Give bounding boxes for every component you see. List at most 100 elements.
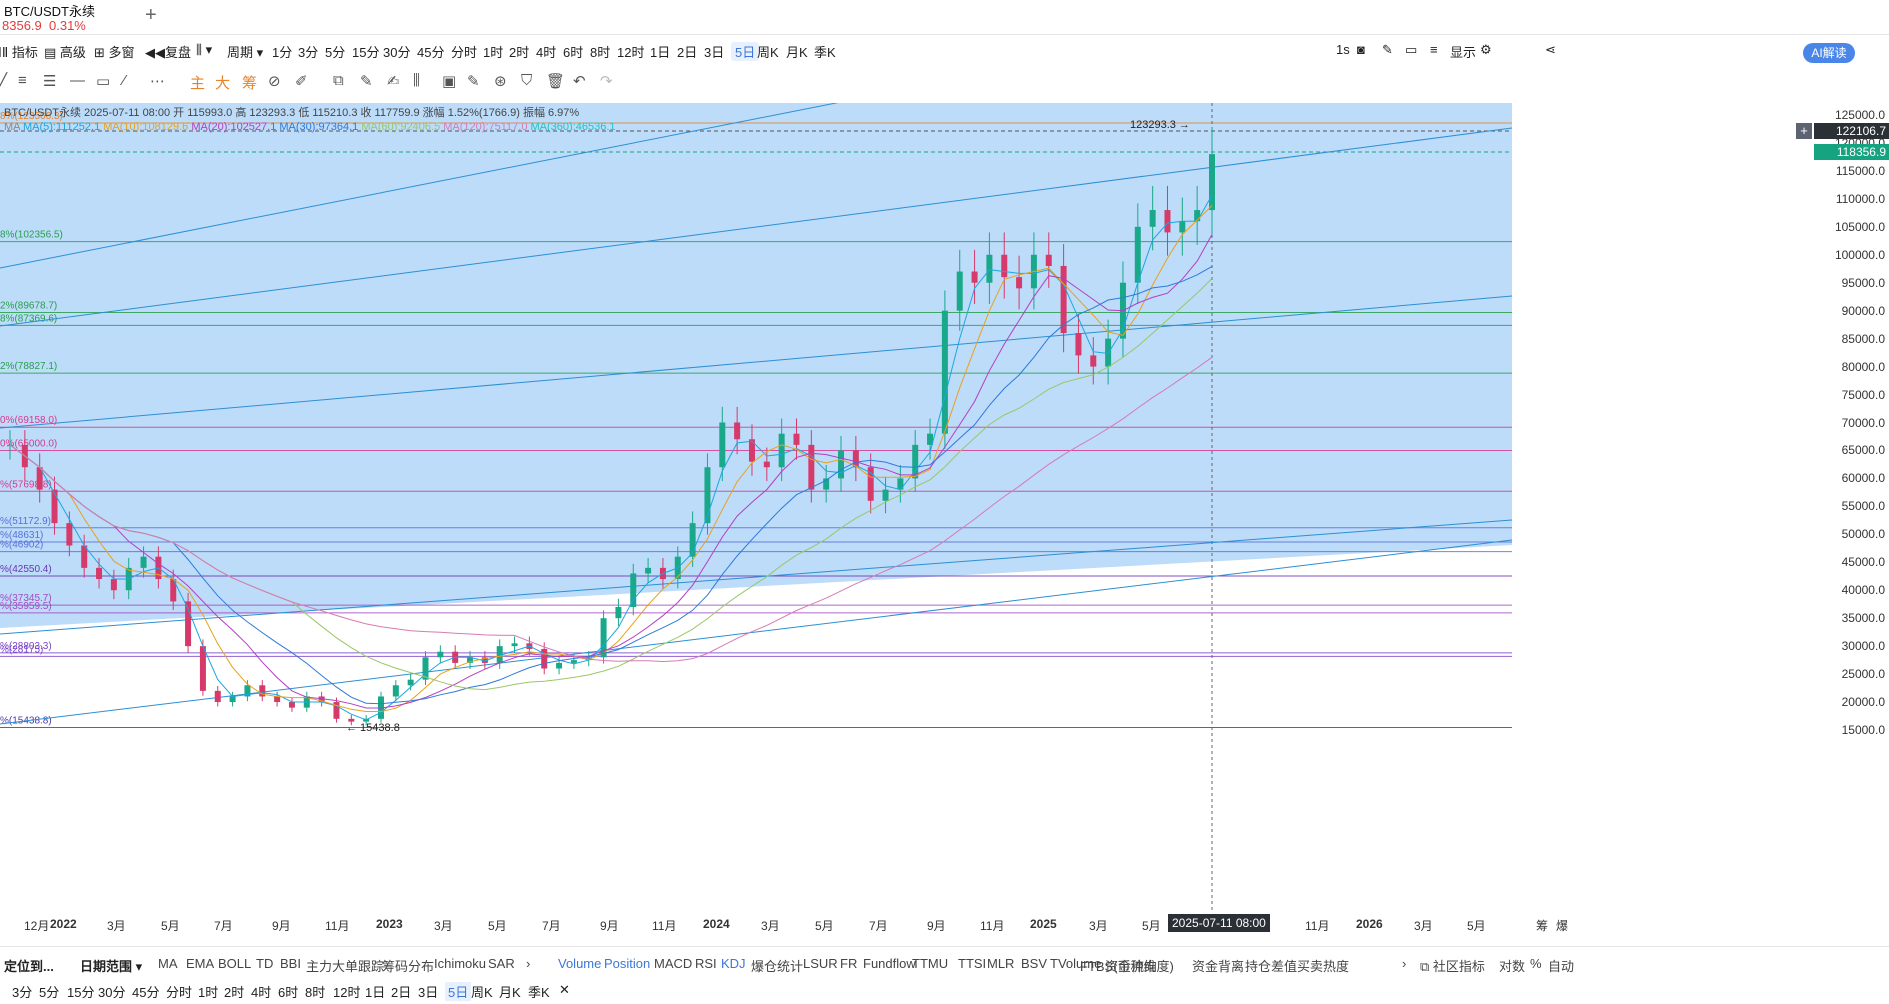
scale-percent[interactable]: % xyxy=(1530,956,1542,971)
main-indicator-主力大单跟踪[interactable]: 主力大单跟踪 xyxy=(306,959,385,974)
chart-type-button[interactable]: ⫼ ▾ xyxy=(196,42,212,58)
period-bar-12[interactable]: 1日 xyxy=(365,985,386,1000)
period-16[interactable]: 5日 xyxy=(731,42,760,61)
period-bar-17[interactable]: 月K xyxy=(499,985,521,1000)
sub-indicator-6[interactable]: LSUR xyxy=(803,956,838,971)
chart-area[interactable]: 8%(123566.3) 8%(102356.5) 2%(89678.7) 8%(87… xyxy=(0,103,1830,913)
hlines-tool-icon[interactable]: ≡ xyxy=(18,72,27,89)
main-indicator-boll[interactable]: BOLL xyxy=(218,956,252,971)
period-bar-6[interactable]: 1时 xyxy=(198,985,219,1000)
sub-indicator-4[interactable]: KDJ xyxy=(721,956,746,971)
period-19[interactable]: 季K xyxy=(814,45,836,60)
pen-icon[interactable]: ✍ xyxy=(387,73,400,90)
indicator-button[interactable]: ⅠⅡ 指标 xyxy=(0,42,38,61)
period-18[interactable]: 月K xyxy=(786,45,808,60)
settings-icon[interactable]: ⚙ xyxy=(1480,42,1492,57)
locate-button[interactable]: 定位到... xyxy=(4,959,54,974)
period-bar-10[interactable]: 8时 xyxy=(305,985,326,1000)
sub-indicator-13[interactable]: TVolume xyxy=(1050,956,1102,971)
close-icon[interactable]: ✕ xyxy=(559,982,570,997)
period-13[interactable]: 1日 xyxy=(650,45,671,60)
period-bar-1[interactable]: 5分 xyxy=(39,985,60,1000)
sub-indicator-15[interactable]: 资金流向 xyxy=(1105,959,1158,974)
sub-indicator-11[interactable]: MLR xyxy=(987,956,1015,971)
main-indicator-sar[interactable]: SAR xyxy=(488,956,515,971)
period-10[interactable]: 6时 xyxy=(563,45,584,60)
list-icon[interactable]: ≡ xyxy=(1430,42,1438,57)
sub-indicator-1[interactable]: Position xyxy=(604,956,651,971)
main-indicator-ichimoku[interactable]: Ichimoku xyxy=(434,956,487,971)
period-6[interactable]: 分时 xyxy=(451,45,478,60)
sub-indicator-10[interactable]: TTSI xyxy=(958,956,987,971)
sub-indicator-7[interactable]: FR xyxy=(840,956,858,971)
ai-interpret-button[interactable]: AI解读 xyxy=(1803,43,1855,63)
period-bar-14[interactable]: 3日 xyxy=(418,985,439,1000)
sub-indicator-9[interactable]: TTMU xyxy=(912,956,949,971)
period-bar-0[interactable]: 3分 xyxy=(12,985,33,1000)
sub-indicator-17[interactable]: 持仓差值 xyxy=(1245,959,1298,974)
main-indicator-td[interactable]: TD xyxy=(256,956,274,971)
main-toggle[interactable]: 主 xyxy=(190,75,206,92)
link-icon[interactable]: ⊛ xyxy=(494,73,507,90)
period-bar-5[interactable]: 分时 xyxy=(166,985,193,1000)
main-indicator-ma[interactable]: MA xyxy=(158,956,178,971)
sub-indicator-2[interactable]: MACD xyxy=(654,956,693,971)
display-button[interactable]: 显示 xyxy=(1450,45,1477,60)
bars-icon[interactable]: ⫼ xyxy=(413,72,420,89)
chevron-right-icon[interactable]: › xyxy=(526,956,531,971)
period-17[interactable]: 周K xyxy=(757,45,779,60)
edit-icon[interactable]: ✎ xyxy=(467,73,480,90)
date-range-button[interactable]: 日期范围 ▾ xyxy=(80,956,142,975)
scale-auto[interactable]: 自动 xyxy=(1548,959,1575,974)
interval-1s[interactable]: 1s xyxy=(1336,42,1350,57)
period-11[interactable]: 8时 xyxy=(590,45,611,60)
sub-indicator-5[interactable]: 爆仓统计 xyxy=(751,959,804,974)
filter-icon[interactable]: ⛉ xyxy=(521,72,533,89)
sub-indicator-3[interactable]: RSI xyxy=(695,956,717,971)
big-toggle[interactable]: 大 xyxy=(215,75,231,92)
sub-indicator-14[interactable]: FTBS(币种维度) xyxy=(1080,959,1174,974)
period-bar-15[interactable]: 5日 xyxy=(445,982,472,1001)
trend-tool-icon[interactable]: ⁄ xyxy=(123,72,126,89)
period-bar-13[interactable]: 2日 xyxy=(391,985,412,1000)
period-bar-7[interactable]: 2时 xyxy=(224,985,245,1000)
redo-icon[interactable]: ↷ xyxy=(600,73,613,90)
period-7[interactable]: 1时 xyxy=(483,45,504,60)
scale-log[interactable]: 对数 xyxy=(1499,959,1526,974)
period-1[interactable]: 3分 xyxy=(298,45,319,60)
period-9[interactable]: 4时 xyxy=(536,45,557,60)
lock-icon[interactable]: ▣ xyxy=(442,73,457,90)
chevron-right-icon[interactable]: › xyxy=(1402,956,1407,971)
price-axis[interactable]: 125000.0 120000.0 115000.0 110000.0 105000.0… xyxy=(1796,103,1889,913)
sub-indicator-18[interactable]: 买卖热度 xyxy=(1297,959,1350,974)
add-tab-icon[interactable]: + xyxy=(145,4,157,26)
brush-icon[interactable]: ✎ xyxy=(360,73,373,90)
sub-indicator-16[interactable]: 资金背离 xyxy=(1192,959,1245,974)
main-indicator-筹码分布[interactable]: 筹码分布 xyxy=(382,959,435,974)
period-bar-3[interactable]: 30分 xyxy=(98,985,126,1000)
period-12[interactable]: 12时 xyxy=(617,45,645,60)
share-icon[interactable]: ⋖ xyxy=(1545,42,1556,57)
line-tool-icon[interactable]: ╱ xyxy=(0,73,8,90)
chart-svg[interactable]: 8%(123566.3) 8%(102356.5) 2%(89678.7) 8%(87… xyxy=(0,103,1830,913)
community-indicators[interactable]: ⧉ 社区指标 xyxy=(1420,956,1485,975)
period-bar-9[interactable]: 6时 xyxy=(278,985,299,1000)
camera-icon[interactable]: ◙ xyxy=(1357,42,1365,57)
crosshair-plus-icon[interactable]: + xyxy=(1796,123,1812,139)
main-indicator-ema[interactable]: EMA xyxy=(186,956,215,971)
chip-toggle[interactable]: 筹 xyxy=(242,75,258,92)
more-tools-icon[interactable]: ⋯ xyxy=(150,73,165,90)
period-bar-18[interactable]: 季K xyxy=(528,985,550,1000)
period-bar-16[interactable]: 周K xyxy=(471,985,493,1000)
axis-burst-toggle[interactable]: 爆 xyxy=(1556,919,1569,933)
period-bar-8[interactable]: 4时 xyxy=(251,985,272,1000)
period-2[interactable]: 5分 xyxy=(325,45,346,60)
period-14[interactable]: 2日 xyxy=(677,45,698,60)
hline-tool-icon[interactable]: — xyxy=(70,72,85,89)
period-5[interactable]: 45分 xyxy=(417,45,445,60)
eraser-icon[interactable]: ✐ xyxy=(295,73,308,90)
undo-icon[interactable]: ↶ xyxy=(573,73,586,90)
trash-icon[interactable]: 🗑 xyxy=(546,73,566,90)
date-axis[interactable]: 12月 2022 3月 5月 7月 9月 11月 2023 3月 5月 7月 9月 11月 2024 3月 5… xyxy=(0,913,1889,935)
channel-tool-icon[interactable]: ☰ xyxy=(43,73,57,90)
